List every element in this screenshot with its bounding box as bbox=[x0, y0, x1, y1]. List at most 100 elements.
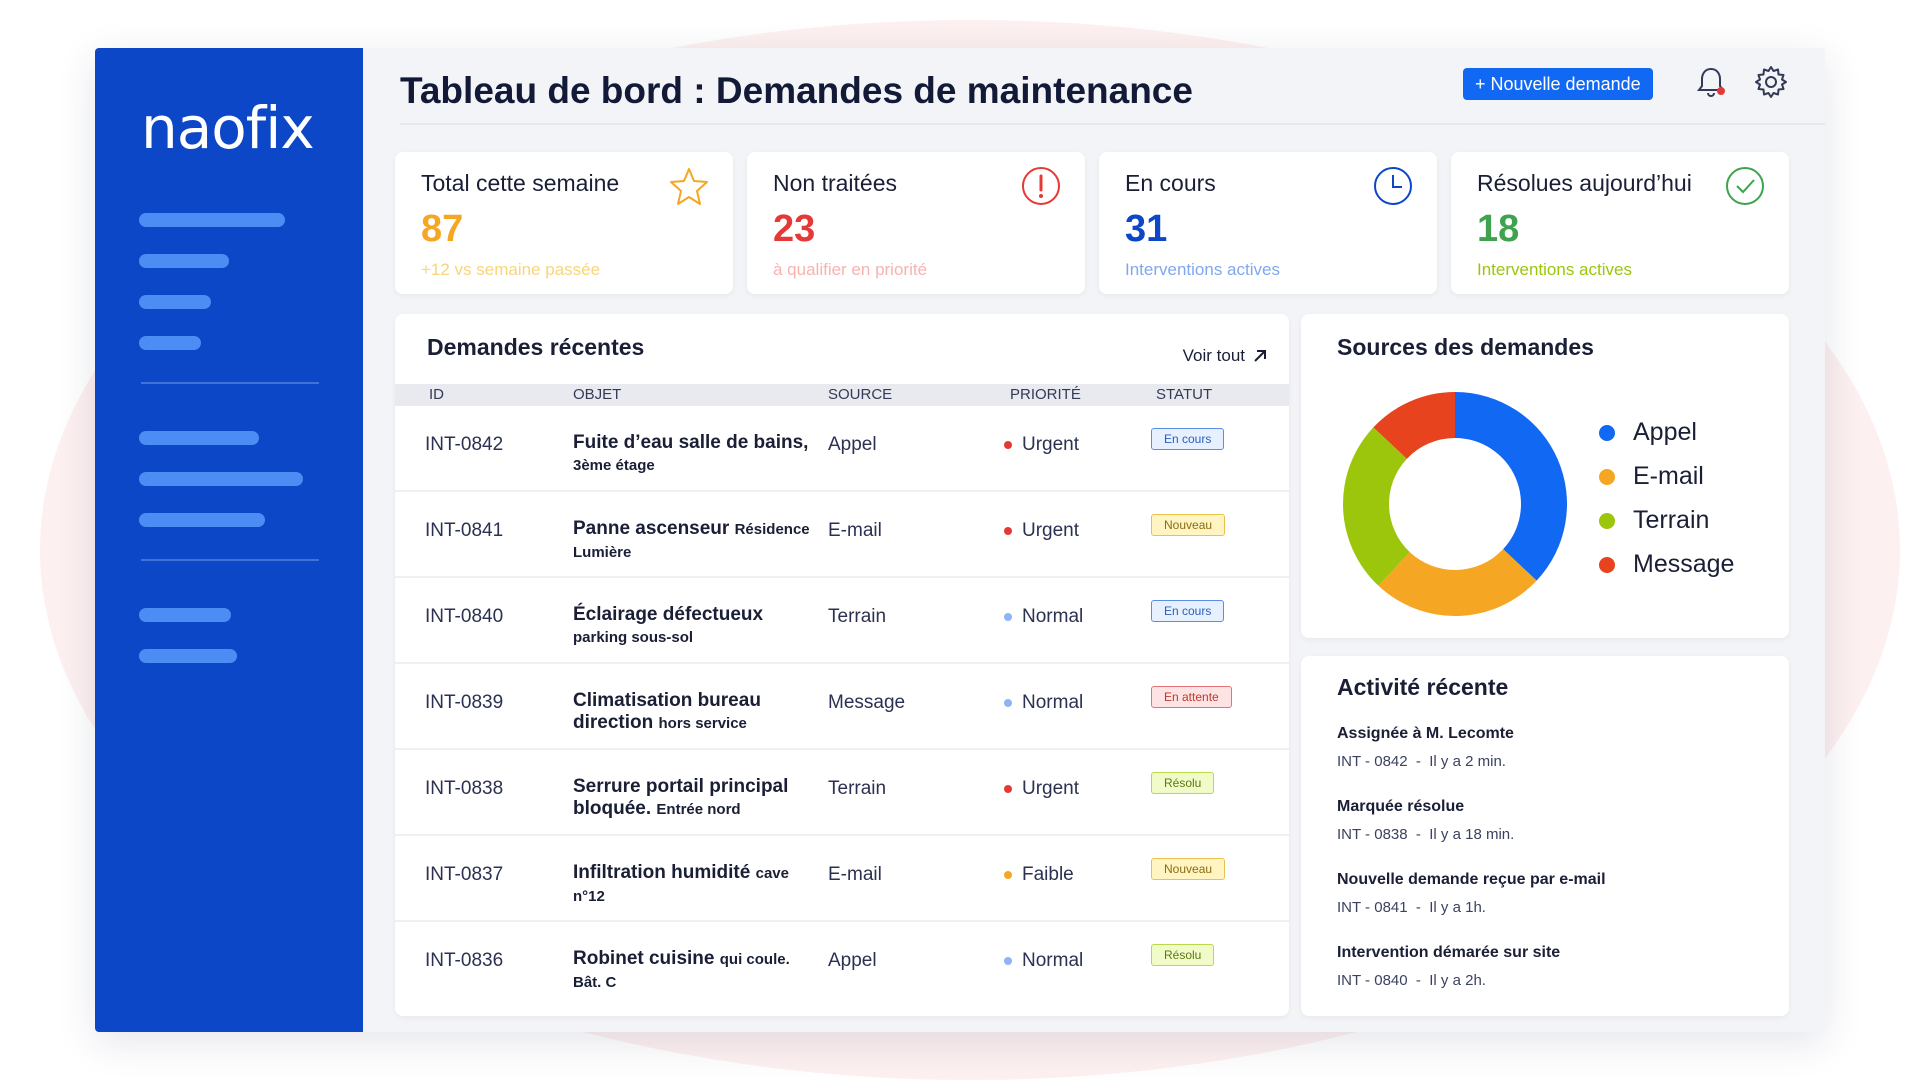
table-row[interactable]: INT-0839 Climatisation bureau direction h… bbox=[395, 664, 1289, 750]
activity-item-meta: INT - 0838 - Il y a 18 min. bbox=[1337, 826, 1515, 843]
request-object-main: Fuite d’eau salle de bains, bbox=[573, 432, 809, 453]
priority-dot bbox=[1004, 441, 1012, 449]
request-object-main: Climatisation bureau direction bbox=[573, 690, 761, 733]
request-source: Appel bbox=[828, 950, 877, 971]
priority-label: Urgent bbox=[1022, 520, 1080, 541]
priority-label: Urgent bbox=[1022, 778, 1080, 799]
legend-label: Message bbox=[1633, 550, 1735, 578]
legend-item-appel: Appel bbox=[1599, 418, 1697, 447]
request-id: INT-0837 bbox=[425, 864, 504, 885]
status-badge: Résolu bbox=[1151, 944, 1215, 966]
sources-donut-chart bbox=[1343, 392, 1567, 616]
bell-icon[interactable] bbox=[1693, 64, 1729, 100]
stat-title: Résolues aujourd’hui bbox=[1477, 170, 1692, 196]
table-header: ID OBJET SOURCE PRIORITÉ STATUT bbox=[395, 384, 1289, 406]
request-source: E-mail bbox=[828, 520, 882, 541]
request-priority: Normal bbox=[1004, 692, 1083, 714]
legend-dot bbox=[1599, 556, 1615, 573]
request-object-detail: 3ème étage bbox=[573, 457, 655, 474]
request-object-detail: cave n°12 bbox=[573, 865, 789, 905]
donut-slice-terrain bbox=[1343, 427, 1410, 586]
status-badge: En cours bbox=[1151, 600, 1225, 622]
sidebar-item-1[interactable] bbox=[139, 213, 285, 227]
request-source: Terrain bbox=[828, 778, 887, 799]
legend-label: Terrain bbox=[1633, 506, 1710, 534]
activity-item-title: Nouvelle demande reçue par e-mail bbox=[1337, 871, 1606, 888]
section-title: Sources des demandes bbox=[1337, 334, 1594, 360]
stat-title: Non traitées bbox=[773, 170, 898, 196]
status-badge: En cours bbox=[1151, 428, 1225, 450]
see-all-link[interactable]: Voir tout bbox=[1183, 346, 1267, 366]
status-badge: En attente bbox=[1151, 686, 1232, 708]
sidebar-item-4[interactable] bbox=[139, 336, 201, 350]
sidebar-item-3[interactable] bbox=[139, 295, 211, 309]
sidebar: naofix bbox=[95, 48, 363, 1032]
star-icon bbox=[669, 166, 709, 206]
request-object-main: Serrure portail principal bloquée. bbox=[573, 776, 789, 819]
priority-label: Faible bbox=[1022, 864, 1074, 885]
sources-panel: Sources des demandes Appel E-mail Terrai… bbox=[1301, 314, 1789, 638]
request-id: INT-0836 bbox=[425, 950, 504, 971]
stat-subtitle: +12 vs semaine passée bbox=[421, 260, 601, 279]
sidebar-item-2[interactable] bbox=[139, 254, 229, 268]
priority-label: Normal bbox=[1022, 950, 1084, 971]
table-row[interactable]: INT-0837 Infiltration humidité cave n°12 E… bbox=[395, 836, 1289, 922]
request-id: INT-0841 bbox=[425, 520, 504, 541]
table-row[interactable]: INT-0836 Robinet cuisine qui coule. Bât. … bbox=[395, 922, 1289, 1008]
app-window: naofix Tableau de bord : Demandes de mai… bbox=[95, 48, 1825, 1032]
request-source: Terrain bbox=[828, 606, 887, 627]
stat-value: 23 bbox=[773, 208, 816, 250]
legend-item-message: Message bbox=[1599, 550, 1734, 579]
stat-title: Total cette semaine bbox=[421, 170, 620, 196]
stat-subtitle: à qualifier en priorité bbox=[773, 260, 928, 279]
request-object: Fuite d’eau salle de bains, 3ème étage bbox=[573, 432, 813, 477]
sidebar-item-6[interactable] bbox=[139, 472, 303, 486]
table-row[interactable]: INT-0840 Éclairage défectueux parking sou… bbox=[395, 578, 1289, 664]
stat-card-resolved: Résolues aujourd’hui 18 Interventions ac… bbox=[1451, 152, 1789, 294]
priority-dot bbox=[1004, 871, 1012, 879]
request-id: INT-0838 bbox=[425, 778, 504, 799]
priority-dot bbox=[1004, 785, 1012, 793]
sidebar-item-7[interactable] bbox=[139, 513, 265, 527]
table-row[interactable]: INT-0841 Panne ascenseur Résidence Lumièr… bbox=[395, 492, 1289, 578]
request-object-detail: parking sous-sol bbox=[573, 629, 694, 646]
activity-item-meta: INT - 0840 - Il y a 2h. bbox=[1337, 972, 1486, 989]
status-badge: Nouveau bbox=[1151, 514, 1226, 536]
request-object-main: Robinet cuisine bbox=[573, 948, 720, 969]
request-object-detail: qui coule. Bât. C bbox=[573, 951, 790, 991]
sidebar-divider bbox=[141, 382, 319, 384]
legend-item-terrain: Terrain bbox=[1599, 506, 1709, 535]
column-header-status: STATUT bbox=[1156, 386, 1213, 403]
sidebar-item-9[interactable] bbox=[139, 649, 237, 663]
check-icon bbox=[1725, 166, 1765, 206]
activity-item-title: Assignée à M. Lecomte bbox=[1337, 725, 1514, 742]
table-row[interactable]: INT-0838 Serrure portail principal bloqué… bbox=[395, 750, 1289, 836]
clock-icon bbox=[1373, 166, 1413, 206]
request-priority: Urgent bbox=[1004, 778, 1079, 800]
request-source: E-mail bbox=[828, 864, 882, 885]
request-object: Panne ascenseur Résidence Lumière bbox=[573, 518, 813, 564]
table-row[interactable]: INT-0842 Fuite d’eau salle de bains, 3ème… bbox=[395, 406, 1289, 492]
activity-panel: Activité récente Assignée à M. Lecomte I… bbox=[1301, 656, 1789, 1016]
priority-dot bbox=[1004, 613, 1012, 621]
legend-label: Appel bbox=[1633, 418, 1697, 446]
legend-dot bbox=[1599, 424, 1615, 441]
sidebar-item-8[interactable] bbox=[139, 608, 231, 622]
donut-slice-email bbox=[1378, 549, 1537, 616]
new-request-button[interactable]: + Nouvelle demande bbox=[1463, 68, 1653, 100]
priority-dot bbox=[1004, 957, 1012, 965]
stat-value: 31 bbox=[1125, 208, 1168, 250]
gear-icon[interactable] bbox=[1753, 64, 1789, 100]
request-priority: Normal bbox=[1004, 950, 1083, 972]
activity-item-meta: INT - 0841 - Il y a 1h. bbox=[1337, 899, 1486, 916]
donut-slice-message bbox=[1373, 392, 1455, 459]
stat-card-total: Total cette semaine 87 +12 vs semaine pa… bbox=[395, 152, 733, 294]
legend-label: E-mail bbox=[1633, 462, 1704, 490]
stat-subtitle: Interventions actives bbox=[1477, 260, 1632, 279]
status-badge: Résolu bbox=[1151, 772, 1215, 794]
request-object-detail: Entrée nord bbox=[656, 801, 741, 818]
stat-card-untreated: Non traitées 23 à qualifier en priorité bbox=[747, 152, 1085, 294]
sidebar-item-5[interactable] bbox=[139, 431, 259, 445]
activity-item-title: Intervention démarée sur site bbox=[1337, 944, 1561, 961]
request-object-detail: Résidence Lumière bbox=[573, 521, 810, 561]
